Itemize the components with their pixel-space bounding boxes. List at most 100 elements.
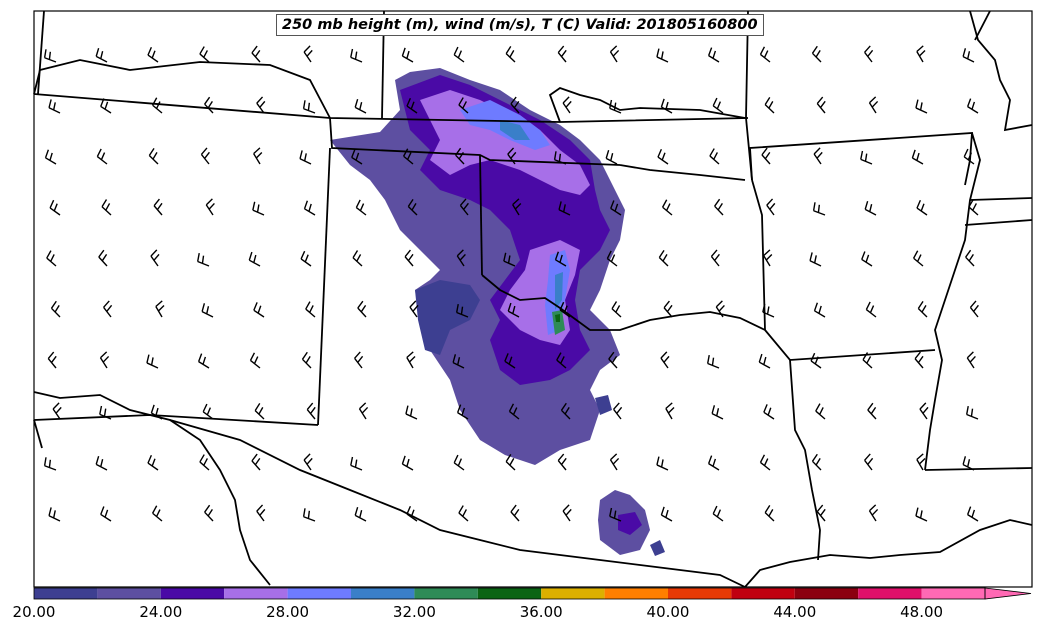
wind-barb bbox=[458, 97, 469, 114]
temperature-fill-layer bbox=[330, 68, 665, 556]
wind-barb bbox=[355, 199, 367, 216]
wind-barb bbox=[919, 402, 929, 420]
wind-barb bbox=[199, 46, 210, 63]
wind-barb bbox=[305, 301, 316, 318]
wind-barb bbox=[453, 46, 465, 63]
wind-barb bbox=[100, 506, 112, 522]
colorbar-tick-label: 36.00 bbox=[519, 603, 563, 621]
wind-barb bbox=[562, 96, 572, 114]
temperature-fill-region bbox=[500, 120, 530, 140]
wind-barb bbox=[44, 149, 57, 165]
wind-barb bbox=[200, 147, 210, 165]
wind-barb bbox=[252, 201, 265, 216]
wind-barb bbox=[965, 406, 979, 420]
state-border bbox=[924, 467, 1033, 471]
wind-barb bbox=[199, 454, 210, 471]
state-border bbox=[479, 154, 483, 276]
wind-barb bbox=[609, 507, 622, 522]
wind-barb bbox=[913, 250, 924, 267]
wind-barb bbox=[558, 201, 571, 216]
temperature-fill-region bbox=[555, 314, 560, 322]
colorbar bbox=[33, 587, 1032, 600]
wind-barb bbox=[43, 457, 57, 471]
colorbar-tick-label: 24.00 bbox=[139, 603, 183, 621]
wind-barb bbox=[407, 198, 418, 216]
temperature-fill-region bbox=[555, 272, 563, 310]
wind-barb bbox=[201, 303, 214, 318]
wind-barb bbox=[868, 504, 879, 522]
colorbar-tick-label: 44.00 bbox=[773, 603, 817, 621]
state-border bbox=[974, 10, 991, 41]
colorbar-bin bbox=[794, 588, 859, 599]
wind-barb bbox=[811, 45, 822, 63]
wind-barb bbox=[963, 148, 975, 165]
wind-barb bbox=[759, 454, 771, 471]
colorbar-bin bbox=[604, 588, 668, 599]
state-border bbox=[37, 10, 45, 95]
wind-barb bbox=[762, 303, 775, 318]
wind-barb bbox=[350, 48, 363, 63]
wind-barb bbox=[357, 300, 367, 318]
wind-barb bbox=[662, 199, 673, 216]
wind-barb bbox=[406, 505, 418, 522]
wind-barb bbox=[352, 250, 363, 267]
wind-barb bbox=[709, 148, 720, 165]
wind-barb bbox=[50, 300, 61, 318]
colorbar-tick-label: 40.00 bbox=[646, 603, 690, 621]
wind-barb bbox=[46, 250, 57, 267]
wind-barb bbox=[969, 300, 979, 318]
wind-barb bbox=[205, 198, 215, 216]
state-border bbox=[33, 59, 331, 119]
wind-barb bbox=[608, 351, 618, 369]
wind-barb bbox=[611, 301, 622, 318]
wind-barb bbox=[916, 453, 926, 471]
wind-barb bbox=[202, 403, 214, 420]
wind-barb bbox=[249, 352, 261, 369]
wind-barb bbox=[966, 351, 976, 369]
wind-barb bbox=[505, 46, 516, 63]
wind-barb bbox=[660, 351, 670, 369]
wind-barb bbox=[52, 402, 62, 420]
wind-barb bbox=[864, 453, 874, 471]
state-border bbox=[33, 419, 43, 449]
wind-barb bbox=[861, 251, 873, 267]
colorbar-bin bbox=[160, 588, 225, 599]
state-borders-layer bbox=[33, 10, 1033, 588]
wind-barb bbox=[657, 148, 669, 165]
wind-barb bbox=[965, 249, 975, 267]
wind-barb bbox=[554, 251, 567, 267]
wind-barb bbox=[103, 300, 113, 318]
wind-barb bbox=[962, 48, 975, 63]
wind-barb bbox=[147, 46, 159, 63]
coastline bbox=[744, 519, 1033, 588]
temperature-fill-region bbox=[618, 512, 642, 535]
wind-barb bbox=[354, 506, 367, 522]
wind-barb bbox=[406, 97, 418, 114]
colorbar-bin bbox=[34, 588, 98, 599]
wind-barb bbox=[505, 454, 516, 471]
wind-barb bbox=[48, 99, 61, 114]
wind-barb bbox=[911, 149, 924, 165]
wind-barb bbox=[609, 45, 620, 63]
wind-barb bbox=[605, 149, 618, 165]
colorbar-tick-label: 28.00 bbox=[266, 603, 310, 621]
wind-barb bbox=[147, 454, 159, 471]
colorbar-bin bbox=[287, 588, 351, 599]
wind-barb bbox=[507, 302, 520, 318]
wind-barb bbox=[812, 202, 826, 216]
wind-barb bbox=[98, 249, 108, 267]
wind-barb bbox=[560, 402, 571, 420]
wind-barb bbox=[868, 96, 879, 114]
wind-barb bbox=[759, 46, 771, 63]
wind-barb bbox=[915, 99, 928, 114]
wind-barb bbox=[813, 302, 826, 318]
wind-barb bbox=[914, 351, 924, 369]
wind-barb bbox=[146, 354, 159, 369]
wind-barb bbox=[658, 249, 669, 267]
wind-barbs-layer bbox=[43, 45, 979, 522]
temperature-fill-region bbox=[650, 540, 665, 556]
wind-barb bbox=[403, 148, 414, 165]
wind-barb bbox=[47, 351, 57, 369]
wind-barb bbox=[306, 402, 316, 420]
wind-barb bbox=[354, 98, 367, 114]
